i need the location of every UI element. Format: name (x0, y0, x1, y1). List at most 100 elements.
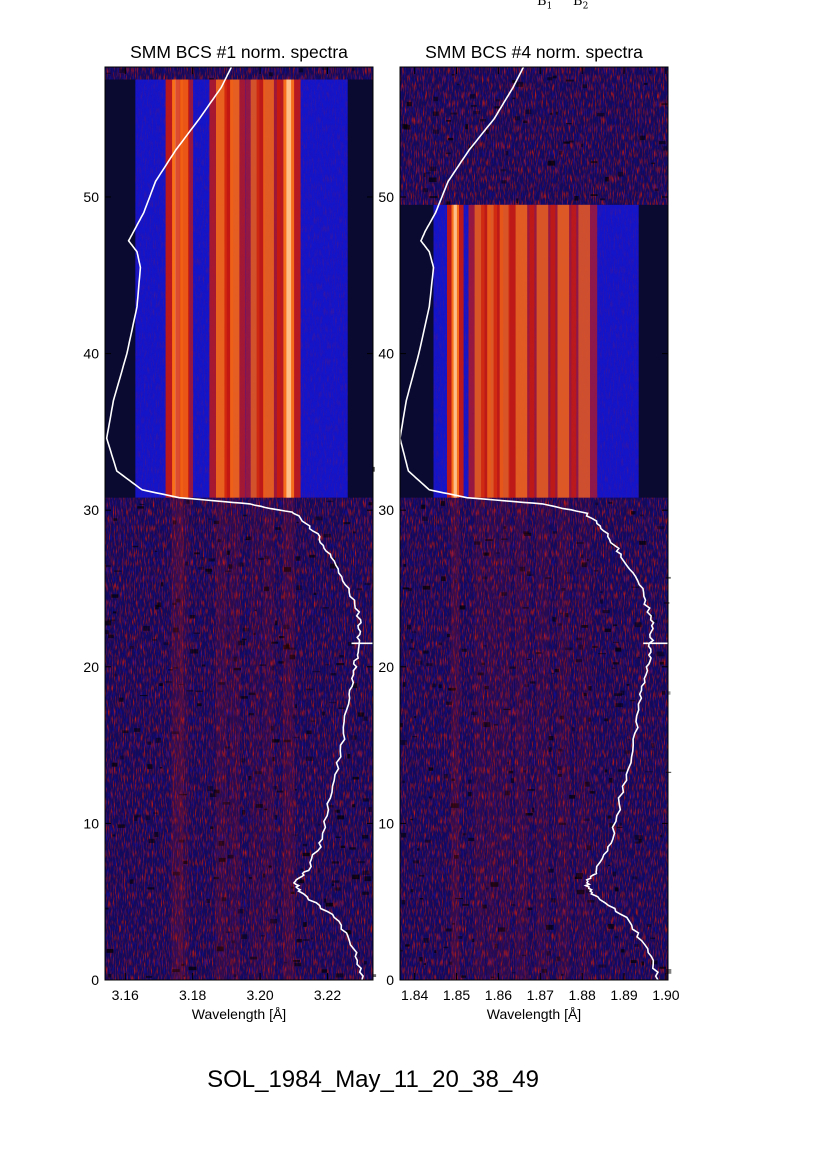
dark-speckle (226, 550, 230, 555)
dark-speckle (441, 576, 446, 582)
dark-speckle (276, 790, 284, 793)
dark-speckle (264, 555, 270, 560)
dark-speckle (154, 550, 158, 552)
dark-speckle (462, 903, 469, 906)
dark-speckle (608, 501, 613, 504)
dark-speckle (645, 771, 653, 773)
dark-speckle (333, 558, 336, 561)
dark-speckle (289, 654, 295, 660)
dark-speckle (501, 538, 508, 540)
dark-speckle (615, 703, 623, 708)
x-tick-label: 1.88 (569, 987, 596, 1003)
dark-speckle (406, 101, 412, 107)
dark-speckle (576, 873, 583, 877)
dark-speckle (225, 570, 231, 572)
dark-speckle (532, 807, 535, 813)
dark-speckle (647, 924, 652, 928)
spectral-line-core (250, 79, 260, 498)
dark-speckle (298, 879, 304, 884)
y-tick-label: 50 (378, 189, 394, 205)
spectral-line-faint (179, 497, 189, 980)
spectral-line-core (515, 204, 528, 498)
dark-speckle (364, 876, 372, 882)
dark-speckle (485, 539, 493, 541)
dark-speckle (114, 673, 117, 677)
spectral-line-faint (215, 497, 228, 980)
dark-speckle (154, 832, 159, 837)
dark-speckle (275, 908, 278, 914)
panel-bcs1: SMM BCS #1 norm. spectra 0 10 20 30 40 50 3.16 3… (83, 42, 378, 1022)
y-tick-label: 10 (378, 815, 394, 831)
dark-speckle (445, 152, 451, 155)
dark-speckle (185, 561, 189, 566)
dark-speckle (283, 567, 291, 572)
dark-speckle (467, 837, 475, 841)
dark-speckle (419, 898, 424, 900)
dark-speckle (205, 568, 213, 572)
dark-speckle (190, 649, 199, 654)
spectral-line-core (536, 204, 549, 498)
y-tick-label: 0 (91, 972, 99, 988)
y-tick-label: 20 (378, 659, 394, 675)
x-tick-label: 1.87 (527, 987, 554, 1003)
dark-speckle (413, 716, 417, 719)
dark-speckle (505, 151, 508, 156)
spectral-line-peak (286, 79, 292, 498)
dark-speckle (581, 554, 584, 558)
dark-speckle (353, 531, 356, 534)
dark-speckle (359, 938, 362, 940)
dark-speckle (208, 518, 212, 520)
dark-speckle (286, 643, 289, 649)
dark-speckle (343, 522, 351, 525)
dark-speckle (331, 880, 340, 883)
dark-speckle (331, 861, 339, 864)
dark-speckle (231, 940, 235, 944)
dark-speckle (583, 692, 587, 696)
dark-speckle (302, 843, 307, 847)
x-tick-label: 3.22 (314, 987, 341, 1003)
dark-speckle (559, 612, 564, 615)
dark-speckle (291, 834, 298, 836)
dark-speckle (238, 909, 244, 914)
dark-speckle (108, 973, 112, 978)
dark-speckle (548, 736, 554, 741)
y-tick-label: 30 (378, 502, 394, 518)
x-tick-label: 1.86 (485, 987, 512, 1003)
dark-speckle (481, 662, 485, 666)
x-tick-label: 1.84 (401, 987, 428, 1003)
dark-speckle (552, 616, 555, 622)
dark-speckle (580, 143, 583, 148)
dark-speckle (667, 691, 671, 695)
spectral-line-faint (556, 497, 570, 980)
dark-speckle (438, 684, 442, 689)
dark-speckle (432, 683, 437, 688)
dark-speckle (523, 120, 528, 123)
dark-speckle (324, 898, 327, 903)
dark-speckle (613, 641, 620, 643)
dark-speckle (503, 708, 511, 710)
dark-speckle (565, 613, 569, 618)
dark-speckle (484, 685, 489, 690)
dark-speckle (516, 198, 519, 204)
dark-speckle (548, 868, 554, 873)
dark-speckle (294, 704, 297, 708)
dark-speckle (634, 622, 642, 628)
dark-speckle (549, 112, 553, 115)
dark-speckle (259, 664, 267, 666)
dark-speckle (525, 109, 532, 115)
dark-speckle (112, 611, 117, 614)
dark-speckle (309, 554, 316, 558)
dark-speckle (216, 946, 224, 952)
dark-speckle (172, 969, 180, 972)
dark-speckle (321, 711, 326, 716)
y-tick-label: 30 (83, 502, 99, 518)
dark-speckle (422, 188, 429, 193)
dark-speckle (325, 663, 329, 666)
x-tick-label: 3.18 (179, 987, 206, 1003)
spectral-line-faint (499, 497, 511, 980)
dark-speckle (273, 786, 278, 790)
dark-speckle (335, 836, 342, 838)
dark-speckle (659, 966, 666, 969)
dark-speckle (609, 823, 615, 828)
